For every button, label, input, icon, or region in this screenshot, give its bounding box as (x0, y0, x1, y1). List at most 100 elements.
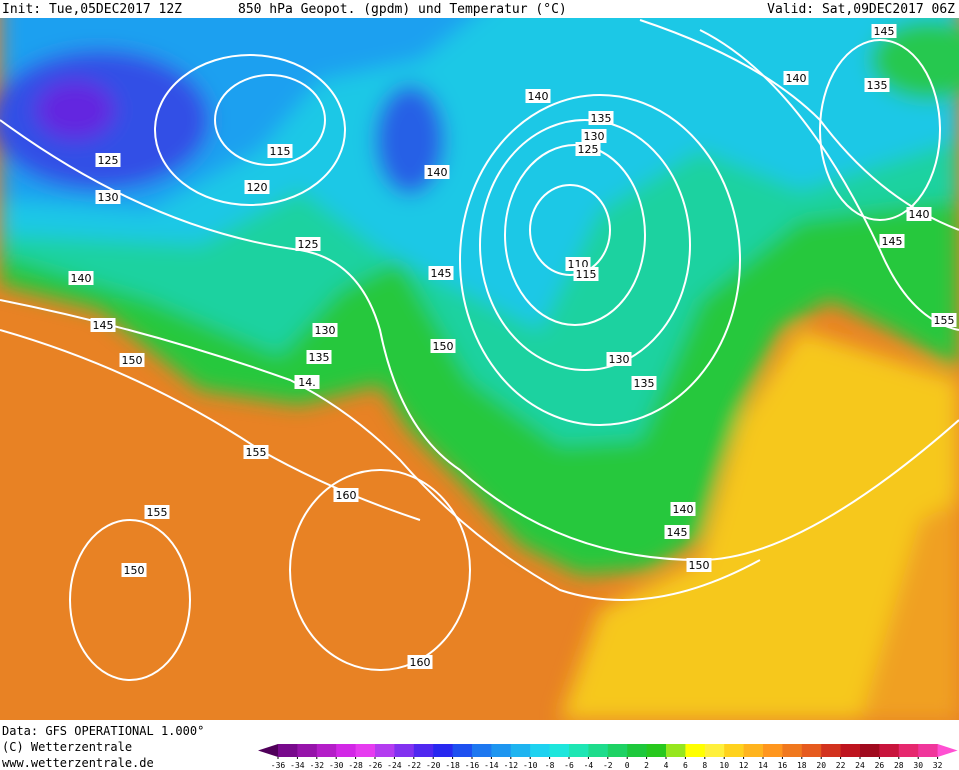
contour-label-box (606, 352, 632, 366)
colorbar-label: -22 (407, 761, 422, 770)
contour-label-box (871, 24, 897, 38)
contour-label-box (931, 313, 957, 327)
colorbar-segment (549, 744, 570, 757)
colorbar-end (937, 744, 958, 757)
colorbar-segment (452, 744, 473, 757)
colorbar-segment (821, 744, 842, 757)
colorbar-label: -6 (564, 761, 574, 770)
colorbar-segment (918, 744, 939, 757)
colorbar-label: 2 (644, 761, 649, 770)
contour-label-box (407, 655, 433, 669)
colorbar-label: 28 (894, 761, 904, 770)
contour-label: 135 (591, 112, 612, 125)
valid-time: Valid: Sat,09DEC2017 06Z (767, 2, 955, 17)
colorbar-segment (510, 744, 531, 757)
colorbar-segment (530, 744, 551, 757)
contour-label: 130 (98, 191, 119, 204)
contour-label-box (588, 111, 614, 125)
contour-label: 140 (427, 166, 448, 179)
colorbar-label: 20 (816, 761, 826, 770)
colorbar-label: 24 (855, 761, 865, 770)
contour-label: 135 (634, 377, 655, 390)
colorbar-segment (763, 744, 783, 757)
contour-label-box (430, 339, 456, 353)
colorbar-label: 14 (758, 761, 768, 770)
colorbar-label: -18 (445, 761, 460, 770)
colorbar-segment (336, 744, 357, 757)
colorbar-label: -24 (387, 761, 402, 770)
contour-label-box (864, 78, 890, 92)
colorbar-label: -12 (504, 761, 519, 770)
colorbar-label: -20 (426, 761, 441, 770)
contour-label: 130 (584, 130, 605, 143)
contour-label-box (573, 267, 599, 281)
colorbar-label: -30 (329, 761, 344, 770)
contour-label: 140 (71, 272, 92, 285)
contour-label-box (267, 144, 293, 158)
contour-label: 150 (124, 564, 145, 577)
contour-label: 130 (609, 353, 630, 366)
contour-label: 14. (298, 376, 316, 389)
colorbar-segment (569, 744, 589, 757)
colorbar-segment (627, 744, 648, 757)
contour-label-box (144, 505, 170, 519)
colorbar-label: -8 (545, 761, 555, 770)
colorbar-label: -28 (348, 761, 363, 770)
colorbar-label: -2 (603, 761, 613, 770)
colorbar-segment (588, 744, 609, 757)
contour-label: 140 (673, 503, 694, 516)
contour-label-box (90, 318, 116, 332)
contour-label: 135 (309, 351, 330, 364)
colorbar-label: 26 (875, 761, 885, 770)
colorbar-label: 4 (664, 761, 669, 770)
contour-label: 140 (909, 208, 930, 221)
colorbar-segment (666, 744, 686, 757)
init-time: Init: Tue,05DEC2017 12Z (2, 2, 182, 17)
colorbar-segment (860, 744, 880, 757)
colorbar-label: 16 (778, 761, 788, 770)
colorbar-segment (472, 744, 492, 757)
colorbar-label: 30 (913, 761, 923, 770)
contour-label-box (333, 488, 359, 502)
contour-label: 115 (270, 145, 291, 158)
contour-label-box (95, 153, 121, 167)
contour-label: 150 (122, 354, 143, 367)
colorbar-label: 12 (739, 761, 749, 770)
colorbar-segment (278, 744, 298, 757)
contour-label-box (879, 234, 905, 248)
contour-label: 160 (336, 489, 357, 502)
colorbar-segment (704, 744, 725, 757)
contour-label: 130 (315, 324, 336, 337)
contour-label-box (686, 558, 712, 572)
colorbar-segment (801, 744, 822, 757)
contour-label-box (906, 207, 932, 221)
contour-label-box (295, 237, 321, 251)
colorbar-segment (297, 744, 318, 757)
colorbar-label: -26 (368, 761, 383, 770)
colorbar-segment (316, 744, 337, 757)
contour-label-box (312, 323, 338, 337)
contour-label-box (119, 353, 145, 367)
contour-label: 155 (147, 506, 168, 519)
data-source: Data: GFS OPERATIONAL 1.000° (2, 724, 204, 738)
contour-label: 135 (867, 79, 888, 92)
colorbar-segment (394, 744, 415, 757)
contour-label-box (121, 563, 147, 577)
colorbar-label: 6 (683, 761, 688, 770)
colorbar-label: -10 (523, 761, 538, 770)
geopotential-contours (0, 19, 959, 681)
colorbar-segment (646, 744, 667, 757)
contour-label-box (670, 502, 696, 516)
contour-label: 145 (667, 526, 688, 539)
contour-label: 115 (576, 268, 597, 281)
contour-label: 160 (410, 656, 431, 669)
contour-label-box (783, 71, 809, 85)
colorbar-segment (607, 744, 628, 757)
contour-label-box (575, 142, 601, 156)
contour-label-box (664, 525, 690, 539)
contour-label: 140 (528, 90, 549, 103)
colorbar-segment (375, 744, 395, 757)
contour-label-box (68, 271, 94, 285)
